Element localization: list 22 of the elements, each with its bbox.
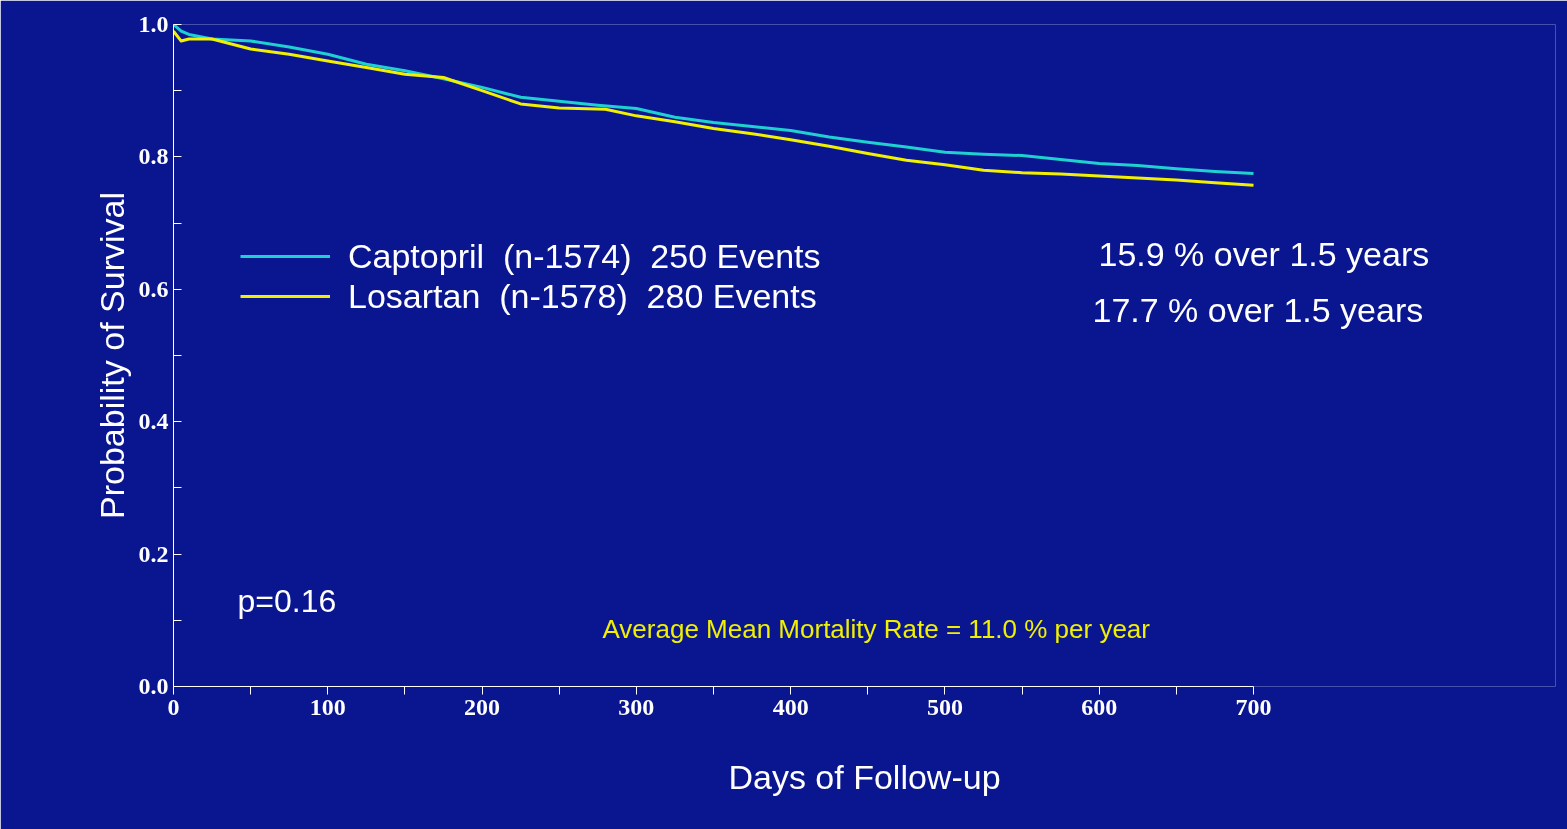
y-tick-label: 0.6 [138, 275, 169, 302]
legend-label: Captopril (n-1574) 250 Events [348, 236, 821, 276]
y-tick-label: 0.8 [138, 143, 169, 170]
annotation: Average Mean Mortality Rate = 11.0 % per year [602, 613, 1151, 644]
annotation: p=0.16 [237, 582, 337, 619]
y-tick-label: 0.4 [138, 408, 169, 435]
legend-label: Losartan (n-1578) 280 Events [348, 276, 817, 316]
annotation: 15.9 % over 1.5 years [1098, 234, 1430, 273]
x-tick-label: 500 [926, 693, 963, 720]
x-tick-label: 200 [464, 693, 501, 720]
x-tick-label: 0 [167, 693, 180, 720]
y-tick-label: 1.0 [138, 11, 169, 37]
annotation: 17.7 % over 1.5 years [1092, 290, 1424, 329]
y-axis-title: Probability of Survival [92, 192, 131, 519]
x-tick-label: 400 [772, 693, 809, 720]
x-axis-title: Days of Follow-up [728, 757, 1001, 796]
x-tick-label: 600 [1081, 693, 1118, 720]
y-tick-label: 0.0 [138, 673, 169, 699]
x-tick-label: 100 [309, 693, 346, 720]
x-tick-label: 700 [1235, 693, 1272, 720]
y-tick-label: 0.2 [138, 540, 169, 567]
x-tick-label: 300 [618, 693, 655, 720]
